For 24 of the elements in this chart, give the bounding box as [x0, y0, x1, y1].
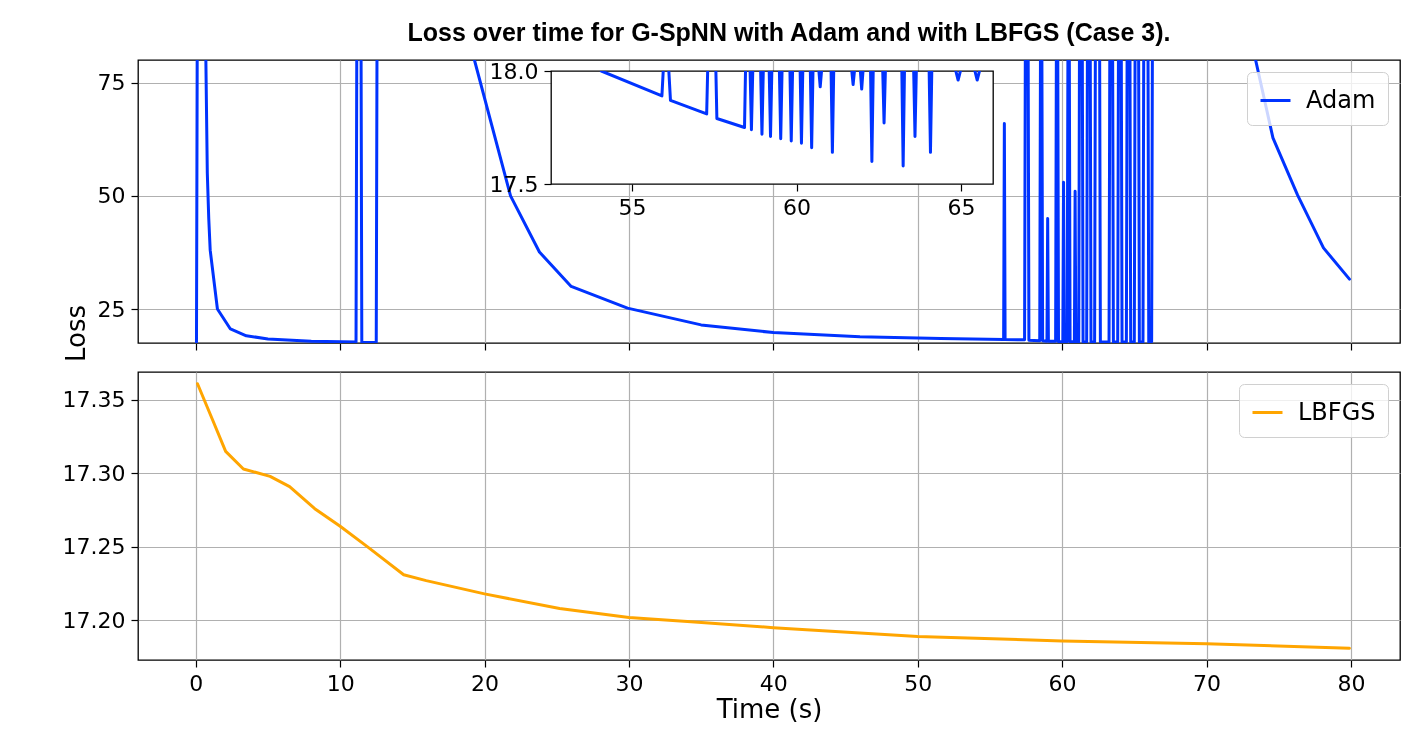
- legend-label: LBFGS: [1298, 397, 1376, 426]
- y-tick-label: 17.20: [62, 607, 126, 633]
- x-tick-label: 20: [471, 670, 500, 696]
- x-tick-label: 30: [615, 670, 644, 696]
- x-tick-label: 60: [1048, 670, 1077, 696]
- y-tick-label: 25: [97, 296, 126, 322]
- x-tick-label: 10: [326, 670, 355, 696]
- y-tick-label: 75: [97, 70, 126, 96]
- y-tick-label: 17.35: [62, 387, 126, 413]
- x-tick-label: 65: [947, 194, 976, 220]
- y-tick-label: 17.30: [62, 460, 126, 486]
- y-axis-title: Loss: [60, 304, 91, 363]
- x-tick-label: 50: [904, 670, 933, 696]
- x-axis-title: Time (s): [715, 693, 823, 724]
- x-tick-label: 55: [618, 194, 647, 220]
- x-tick-label: 40: [759, 670, 788, 696]
- chart-title: Loss over time for G-SpNN with Adam and with LBFGS (Case 3).: [407, 18, 1171, 46]
- x-tick-label: 80: [1337, 670, 1366, 696]
- y-tick-label: 17.25: [62, 534, 126, 560]
- x-tick-label: 0: [189, 670, 204, 696]
- legend-label: Adam: [1306, 85, 1376, 114]
- x-tick-label: 70: [1193, 670, 1222, 696]
- y-tick-label: 18.0: [489, 58, 539, 84]
- x-tick-label: 60: [783, 194, 812, 220]
